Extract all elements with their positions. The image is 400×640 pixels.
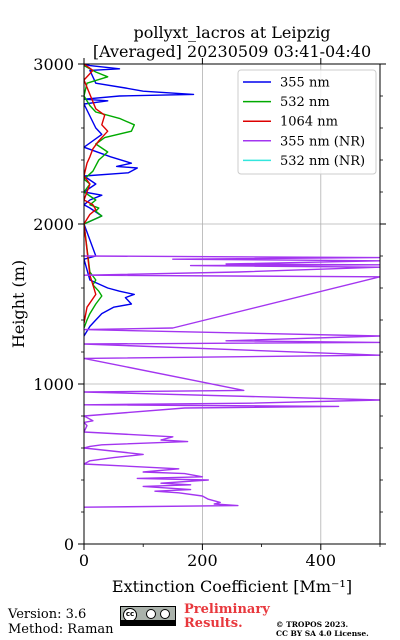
x-axis-label: Extinction Coefficient [Mm⁻¹] (112, 577, 352, 596)
legend-label: 532 nm (NR) (280, 154, 365, 169)
legend-label: 355 nm (280, 76, 330, 91)
chart-title: pollyxt_lacros at Leipzig (133, 23, 330, 42)
legend-label: 532 nm (280, 95, 330, 110)
preliminary-notice: Preliminary Results. (184, 603, 270, 631)
copyright-line-1: © TROPOS 2023. (276, 620, 349, 629)
legend-label: 355 nm (NR) (280, 134, 365, 149)
method-text: Method: Raman (8, 622, 114, 637)
cc-license-badge: cc (120, 606, 176, 626)
legend-box (237, 69, 377, 175)
series-line-2 (84, 64, 109, 324)
copyright-text: © TROPOS 2023. CC BY SA 4.0 License. (276, 620, 369, 638)
y-tick-label: 0 (64, 535, 74, 554)
y-tick-label: 1000 (33, 375, 74, 394)
sa-icon (160, 609, 170, 619)
preliminary-line-1: Preliminary (184, 602, 270, 617)
version-text: Version: 3.6 (8, 607, 87, 622)
by-icon (146, 609, 156, 619)
y-axis-label: Height (m) (9, 260, 28, 348)
series-group (84, 64, 380, 508)
chart-subtitle: [Averaged] 20230509 03:41-04:40 (93, 42, 371, 61)
series-line-0 (84, 64, 195, 337)
x-tick-label: 200 (187, 551, 218, 570)
x-tick-label: 400 (306, 551, 337, 570)
plot-frame (83, 63, 381, 545)
legend-label: 1064 nm (280, 115, 338, 130)
legend: 355 nm 532 nm 1064 nm 355 nm (NR) 532 nm (NR… (237, 69, 377, 175)
badge-strip (121, 620, 175, 625)
x-tick-label: 0 (79, 551, 89, 570)
series-layer (84, 64, 380, 508)
copyright-line-2: CC BY SA 4.0 License. (276, 629, 369, 638)
y-tick-label: 3000 (33, 55, 74, 74)
preliminary-line-2: Results. (184, 616, 243, 631)
y-tick-label: 2000 (33, 215, 74, 234)
axis-ticks: 0 200 400 0 1000 2000 3000 (33, 55, 386, 570)
series-line-3 (84, 255, 380, 508)
